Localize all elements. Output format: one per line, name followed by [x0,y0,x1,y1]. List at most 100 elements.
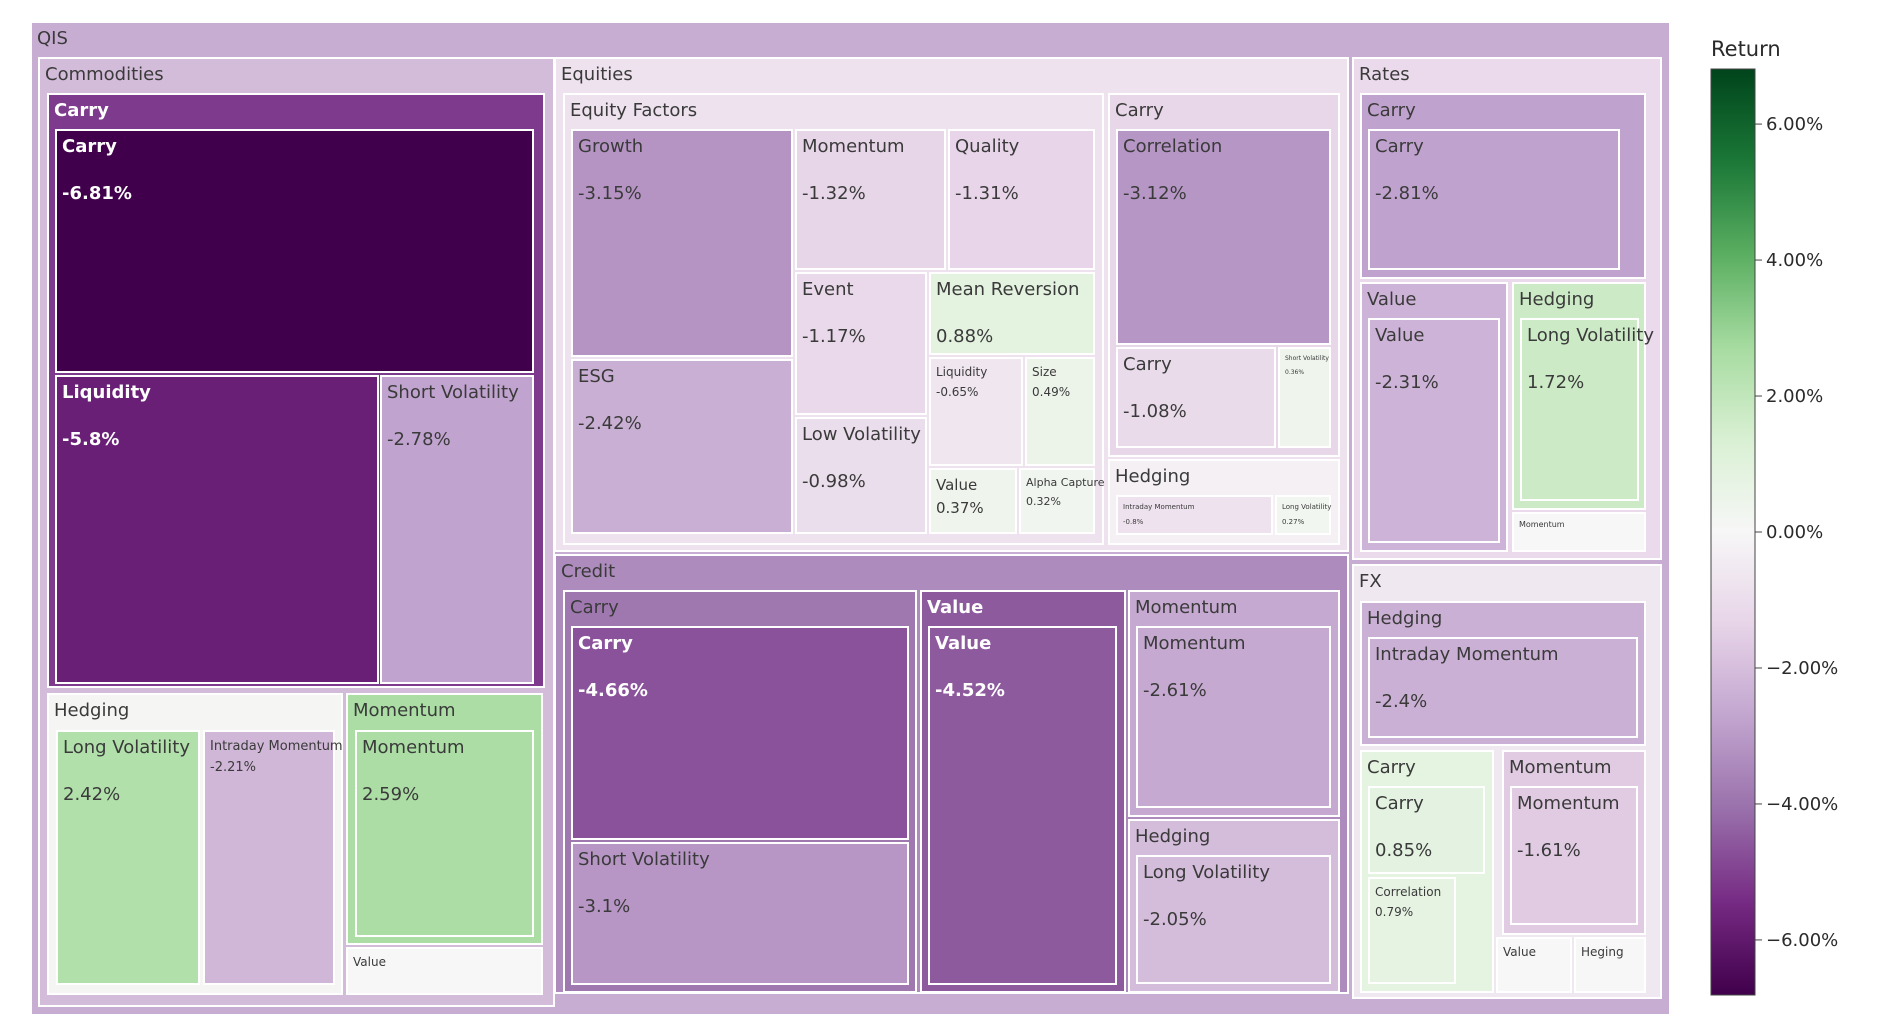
tile-qis-equities-equity-factors-esg [571,359,793,534]
colorbar-tick-label: −2.00% [1766,658,1838,679]
tile-label-qis-equities-equity-factors-mean-reversion: Mean Reversion [936,279,1079,300]
tile-value-qis-equities-equity-factors-event: -1.17% [802,326,866,347]
tile-label-qis-rates: Rates [1359,64,1410,85]
tile-label-qis-equities-equity-factors-value: Value [936,476,977,494]
group-qis-fx-value [1496,937,1572,993]
tile-label-qis-commodities-carry-liquidity: Liquidity [62,382,151,403]
tile-label-qis-equities-carry-correlation: Correlation [1123,136,1222,157]
tile-qis-fx-carry-carry [1368,786,1485,874]
tile-label-qis-commodities-momentum-momentum: Momentum [362,737,465,758]
tile-value-qis-credit-value-value: -4.52% [935,680,1005,701]
tile-value-qis-equities-carry-carry: -1.08% [1123,401,1187,422]
tile-label-qis-credit-carry-carry: Carry [578,633,633,654]
tile-label-qis-rates-carry: Carry [1367,100,1416,121]
colorbar-tick-label: −6.00% [1766,930,1838,951]
tile-value-qis-fx-hedging-intraday-momentum: -2.4% [1375,691,1427,712]
tile-qis-equities-equity-factors-liquidity [929,357,1023,466]
tile-label-qis-equities: Equities [561,64,633,85]
tile-qis-equities-equity-factors-quality [948,129,1095,270]
tile-value-qis-equities-equity-factors-mean-reversion: 0.88% [936,326,993,347]
tile-value-qis-equities-equity-factors-growth: -3.15% [578,183,642,204]
tile-qis-equities-equity-factors-value [929,468,1017,534]
tile-label-qis-equities-hedging-intraday-momentum: Intraday Momentum [1123,503,1195,511]
tile-qis-rates-value-value [1368,318,1500,543]
colorbar [1710,68,1756,996]
tile-qis-equities-equity-factors-momentum [795,129,946,270]
tile-label-qis-commodities-hedging-intraday-momentum: Intraday Momentum [210,739,343,754]
tile-qis-credit-momentum-momentum [1136,626,1331,808]
tile-value-qis-equities-equity-factors-esg: -2.42% [578,413,642,434]
tile-label-qis-commodities-carry-carry: Carry [62,136,117,157]
tile-label-qis-equities-equity-factors-esg: ESG [578,366,615,387]
colorbar-tick-label: 0.00% [1766,522,1823,543]
tile-value-qis-equities-equity-factors-value: 0.37% [936,499,984,517]
tile-value-qis-fx-momentum-momentum: -1.61% [1517,840,1581,861]
tile-value-qis-equities-equity-factors-quality: -1.31% [955,183,1019,204]
colorbar-tick-label: −4.00% [1766,794,1838,815]
tile-qis-equities-equity-factors-alpha-capture [1019,468,1095,534]
tile-label-qis-credit: Credit [561,561,615,582]
tile-label-qis-rates-hedging-long-volatility: Long Volatility [1527,325,1654,346]
tile-qis-rates-carry-carry [1368,129,1620,270]
tile-qis-equities-equity-factors-mean-reversion [929,272,1095,355]
tile-label-qis-commodities-value: Value [353,955,386,969]
tile-label-qis-credit-momentum: Momentum [1135,597,1238,618]
tile-value-qis-rates-hedging-long-volatility: 1.72% [1527,372,1584,393]
tile-label-qis-fx-carry-carry: Carry [1375,793,1424,814]
tile-qis-equities-carry-short-volatility [1278,347,1331,448]
tile-label-qis: QIS [37,28,68,49]
tile-label-qis-rates-value-value: Value [1375,325,1424,346]
tile-qis-commodities-carry-liquidity [55,375,379,684]
tile-label-qis-equities-equity-factors-alpha-capture: Alpha Capture [1026,476,1105,489]
tile-label-qis-fx-hedging: Hedging [1367,608,1442,629]
tile-value-qis-equities-hedging-long-volatility: 0.27% [1282,518,1305,526]
tile-qis-fx-hedging-intraday-momentum [1368,637,1638,738]
tile-label-qis-equities-carry: Carry [1115,100,1164,121]
tile-value-qis-commodities-carry-liquidity: -5.8% [62,429,119,450]
tile-qis-credit-carry-short-volatility [571,842,909,985]
tile-label-qis-rates-momentum: Momentum [1519,520,1565,529]
tile-label-qis-credit-carry: Carry [570,597,619,618]
tile-label-qis-fx-momentum-momentum: Momentum [1517,793,1620,814]
tile-qis-commodities-carry-carry [55,129,534,373]
tile-label-qis-fx: FX [1359,571,1382,592]
tile-qis-commodities-hedging-intraday-momentum [203,730,335,985]
tile-label-qis-equities-carry-short-volatility: Short Volatility [1285,355,1329,362]
tile-value-qis-commodities-carry-carry: -6.81% [62,183,132,204]
tile-label-qis-commodities-momentum: Momentum [353,700,456,721]
tile-qis-equities-equity-factors-event [795,272,927,415]
tile-label-qis-commodities: Commodities [45,64,164,85]
tile-qis-commodities-momentum-momentum [355,730,534,937]
tile-qis-fx-momentum-momentum [1510,786,1638,925]
tile-label-qis-rates-hedging: Hedging [1519,289,1594,310]
tile-label-qis-fx-value: Value [1503,945,1536,959]
group-qis-commodities-value [346,947,543,995]
tile-qis-equities-hedging-intraday-momentum [1116,495,1273,535]
tile-qis-equities-hedging-long-volatility [1275,495,1331,535]
tile-value-qis-commodities-hedging-long-volatility: 2.42% [63,784,120,805]
tile-value-qis-equities-equity-factors-size: 0.49% [1032,385,1070,399]
tile-label-qis-commodities-hedging: Hedging [54,700,129,721]
tile-value-qis-equities-equity-factors-liquidity: -0.65% [936,385,978,399]
tile-qis-equities-equity-factors-size [1025,357,1095,466]
tile-label-qis-equities-equity-factors-size: Size [1032,365,1057,379]
tile-value-qis-fx-carry-carry: 0.85% [1375,840,1432,861]
tile-value-qis-credit-momentum-momentum: -2.61% [1143,680,1207,701]
tile-label-qis-credit-value: Value [927,597,983,618]
group-qis-rates-momentum [1512,512,1646,552]
colorbar-title: Return [1711,37,1781,61]
tile-label-qis-credit-value-value: Value [935,633,991,654]
tile-label-qis-fx-carry: Carry [1367,757,1416,778]
tile-label-qis-rates-value: Value [1367,289,1416,310]
tile-qis-fx-carry-correlation [1368,877,1456,984]
tile-label-qis-equities-equity-factors-low-volatility: Low Volatility [802,424,921,445]
tile-value-qis-commodities-momentum-momentum: 2.59% [362,784,419,805]
tile-label-qis-credit-carry-short-volatility: Short Volatility [578,849,710,870]
tile-label-qis-commodities-carry-short-volatility: Short Volatility [387,382,519,403]
tile-label-qis-equities-equity-factors-quality: Quality [955,136,1020,157]
tile-value-qis-equities-equity-factors-momentum: -1.32% [802,183,866,204]
tile-value-qis-equities-equity-factors-low-volatility: -0.98% [802,471,866,492]
tile-label-qis-equities-equity-factors-event: Event [802,279,854,300]
tile-value-qis-equities-equity-factors-alpha-capture: 0.32% [1026,495,1061,508]
colorbar-tick-label: 2.00% [1766,386,1823,407]
